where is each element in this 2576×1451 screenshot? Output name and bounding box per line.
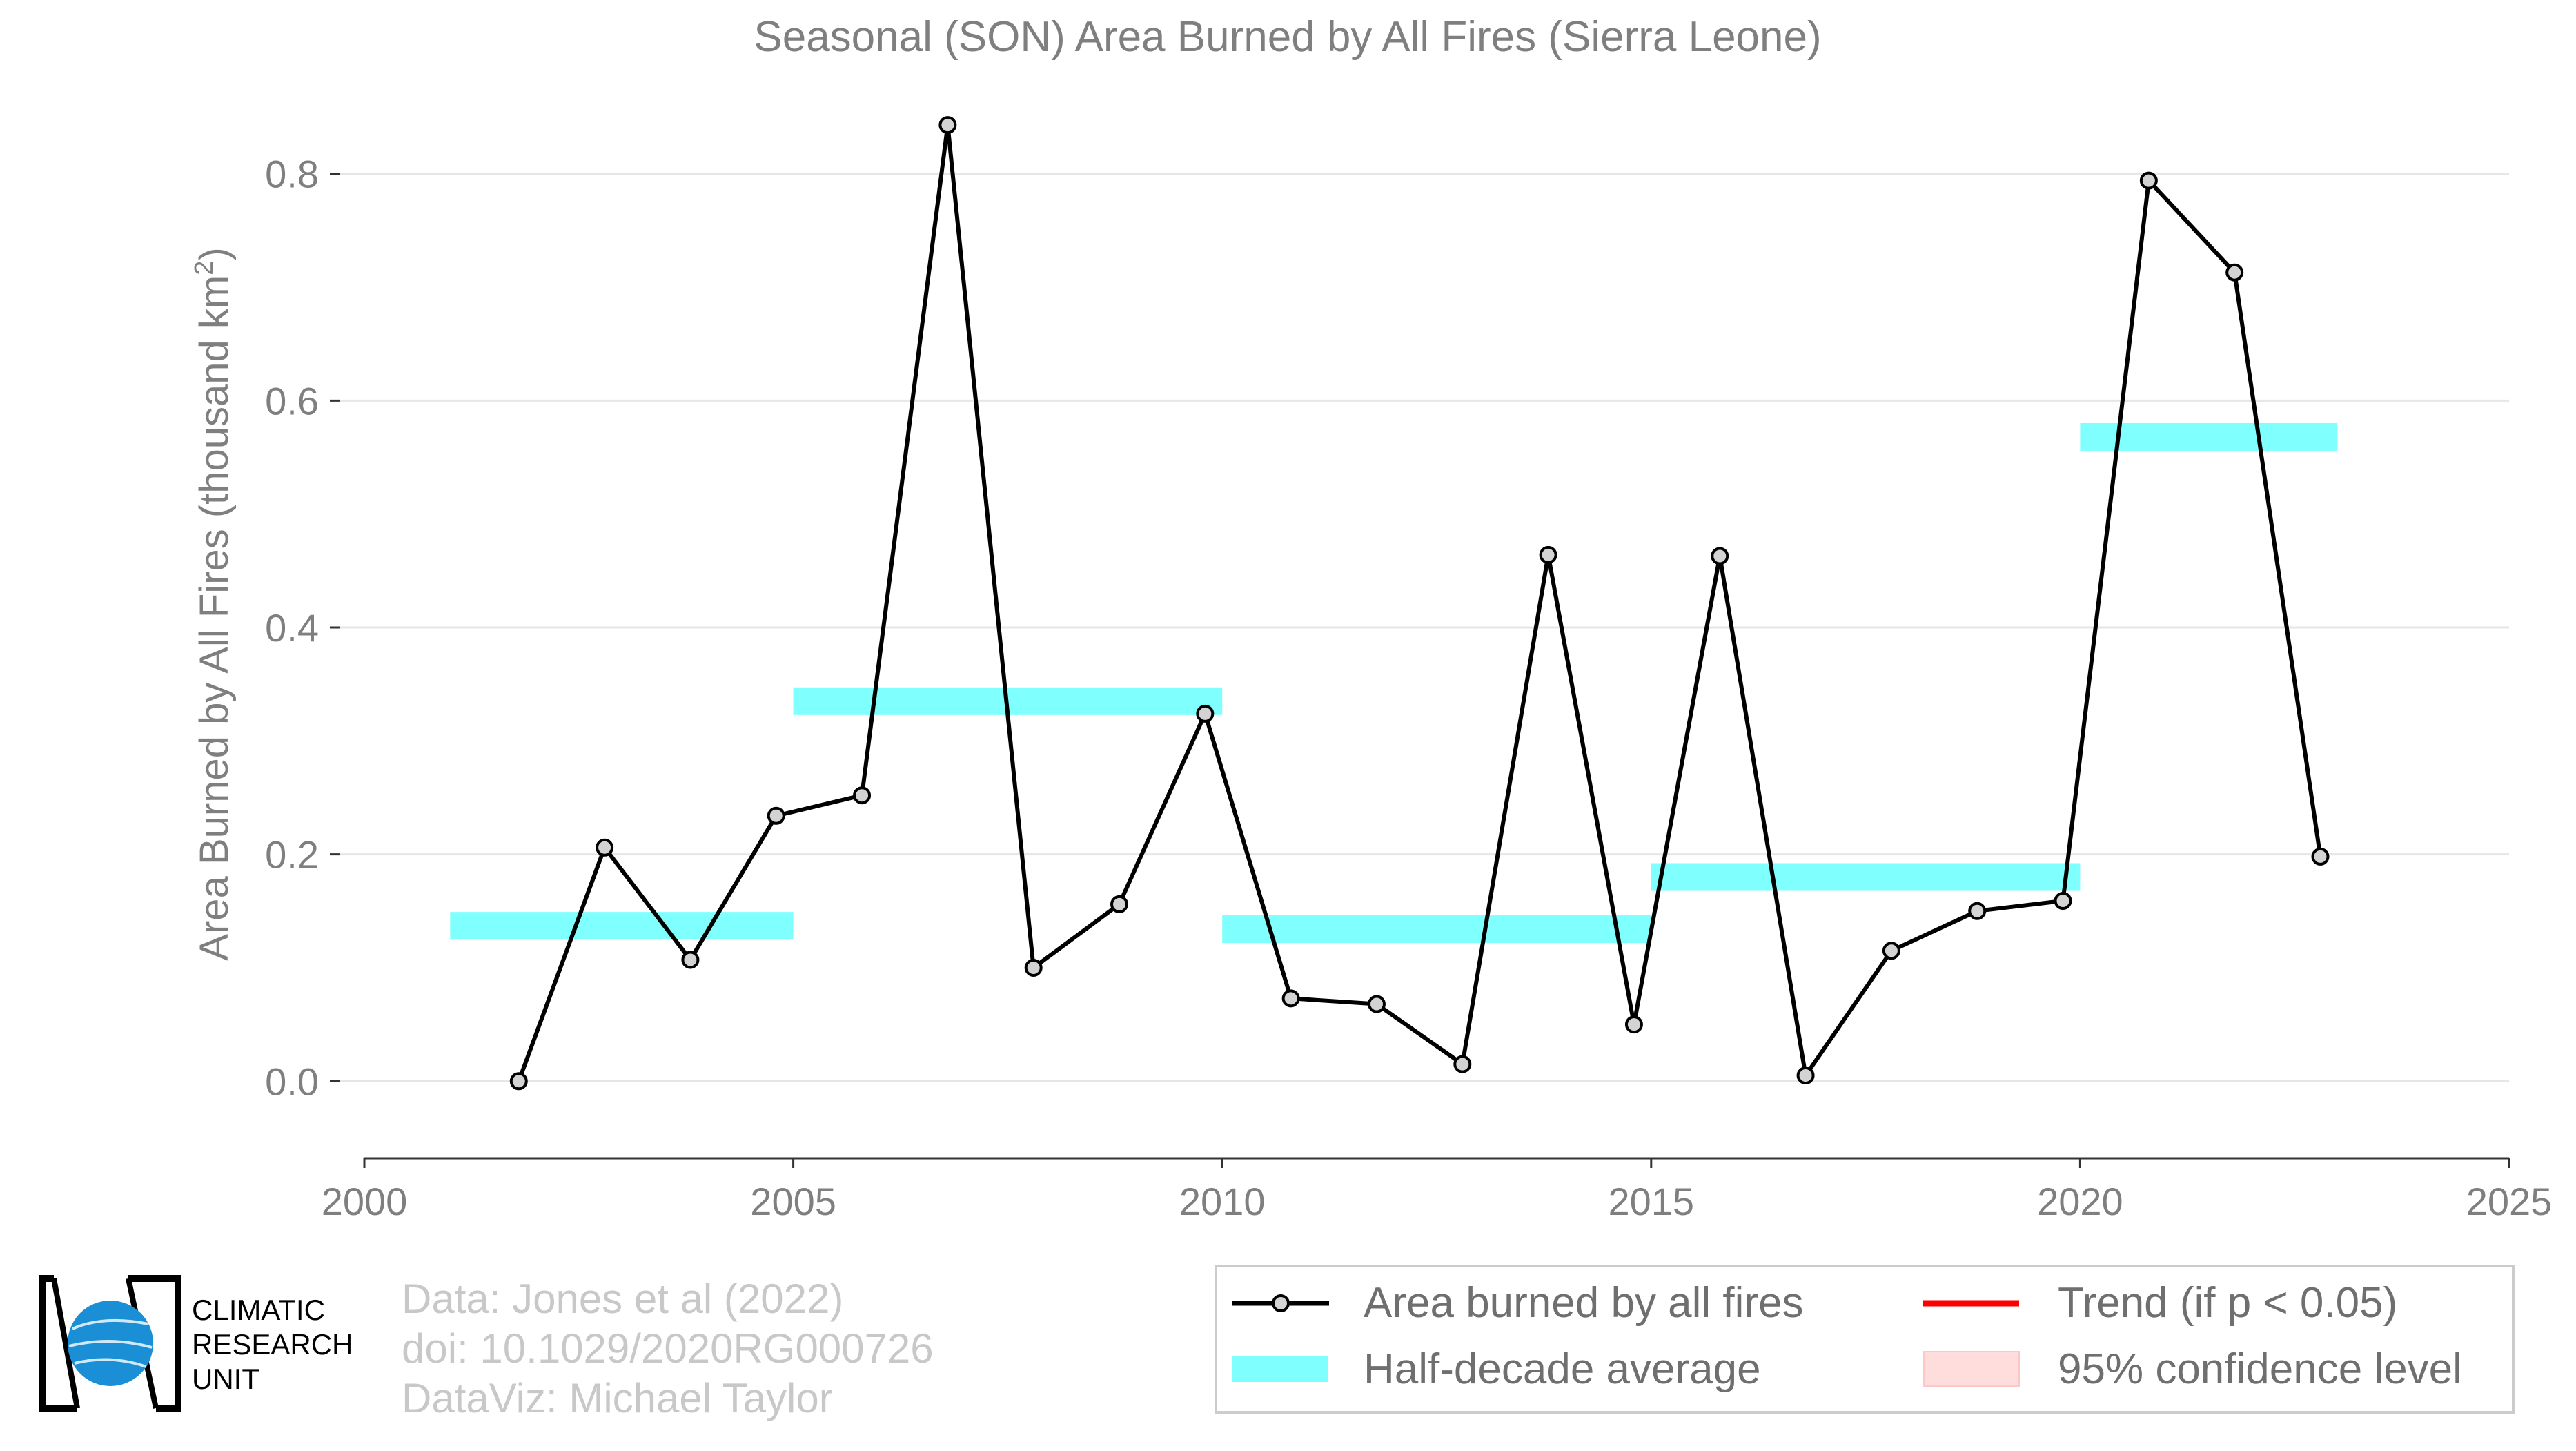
y-tick-label-4: 0.8 xyxy=(265,153,319,196)
credit-dataviz: DataViz: Michael Taylor xyxy=(402,1375,833,1421)
data-point-9 xyxy=(1281,989,1300,1008)
y-tick-label-1: 0.2 xyxy=(265,833,319,877)
y-axis-ticks: 0.0 0.2 0.4 0.6 0.8 xyxy=(265,153,340,1103)
logo-line-2: RESEARCH xyxy=(192,1328,353,1361)
data-point-18 xyxy=(2054,892,2072,910)
cru-logo: CLIMATIC RESEARCH UNIT xyxy=(39,1275,353,1412)
data-point-20 xyxy=(2225,263,2244,282)
x-axis: 2000 2005 2010 2015 2020 2025 xyxy=(322,1157,2553,1223)
gridlines xyxy=(340,173,2509,1082)
legend-average-key xyxy=(1232,1356,1328,1382)
data-point-21 xyxy=(2311,847,2330,866)
legend: Area burned by all fires Trend (if p < 0… xyxy=(1215,1265,2515,1414)
y-tick-label-0: 0.0 xyxy=(265,1060,319,1103)
data-point-11 xyxy=(1453,1055,1472,1073)
logo-bracket-left xyxy=(39,1275,77,1412)
globe-lines xyxy=(68,1318,153,1368)
logo-line-1: CLIMATIC xyxy=(192,1294,325,1326)
y-axis-label-main: Area Burned by All Fires (thousand km xyxy=(192,275,237,961)
data-point-19 xyxy=(2139,171,2158,190)
half-decade-bar-4 xyxy=(2080,422,2338,451)
y-axis-label-superscript: 2 xyxy=(190,261,219,275)
legend-label-half-decade: Half-decade average xyxy=(1364,1345,1761,1393)
data-point-6 xyxy=(1024,958,1043,977)
y-axis-label: Area Burned by All Fires (thousand km2) xyxy=(190,247,237,960)
data-point-0 xyxy=(509,1072,528,1091)
series-area-burned xyxy=(509,116,2330,1091)
half-decade-average-bars xyxy=(450,422,2338,944)
data-point-3 xyxy=(767,806,785,825)
data-point-10 xyxy=(1367,995,1386,1013)
data-point-15 xyxy=(1796,1067,1815,1085)
y-tick-label-3: 0.6 xyxy=(265,379,319,422)
logo-line-3: UNIT xyxy=(192,1363,259,1395)
y-axis-label-close: ) xyxy=(192,247,237,260)
data-point-13 xyxy=(1624,1015,1643,1034)
series-line-area-burned xyxy=(516,123,2323,1082)
legend-label-area-burned: Area burned by all fires xyxy=(1364,1279,1804,1327)
data-point-12 xyxy=(1539,545,1557,564)
credit-doi: doi: 10.1029/2020RG000726 xyxy=(402,1325,934,1372)
data-point-2 xyxy=(681,951,700,969)
chart-title: Seasonal (SON) Area Burned by All Fires … xyxy=(754,13,1821,61)
x-tick-label-2: 2010 xyxy=(1179,1180,1266,1223)
data-point-17 xyxy=(1968,902,1987,920)
half-decade-bar-2 xyxy=(1222,915,1651,944)
legend-label-confidence: 95% confidence level xyxy=(2058,1345,2462,1393)
data-point-8 xyxy=(1196,704,1215,723)
legend-box xyxy=(1215,1265,2515,1414)
credit-data-source: Data: Jones et al (2022) xyxy=(402,1276,843,1322)
x-tick-label-4: 2020 xyxy=(2037,1180,2123,1223)
y-tick-label-2: 0.4 xyxy=(265,606,319,650)
half-decade-bar-3 xyxy=(1651,863,2081,891)
data-point-7 xyxy=(1110,895,1129,913)
data-point-1 xyxy=(596,838,614,857)
data-point-14 xyxy=(1711,547,1729,565)
legend-label-trend: Trend (if p < 0.05) xyxy=(2058,1279,2397,1327)
half-decade-bar-0 xyxy=(450,912,794,940)
data-point-5 xyxy=(938,116,957,135)
data-point-16 xyxy=(1882,942,1900,960)
x-tick-label-5: 2025 xyxy=(2466,1180,2553,1223)
legend-confidence-key xyxy=(1923,1351,2020,1387)
x-tick-label-1: 2005 xyxy=(750,1180,836,1223)
x-tick-label-3: 2015 xyxy=(1609,1180,1695,1223)
x-tick-label-0: 2000 xyxy=(322,1180,408,1223)
legend-marker-key xyxy=(1272,1294,1290,1312)
logo-slash-left xyxy=(51,1278,80,1409)
data-point-4 xyxy=(853,786,872,805)
logo-bracket-right xyxy=(128,1275,181,1412)
